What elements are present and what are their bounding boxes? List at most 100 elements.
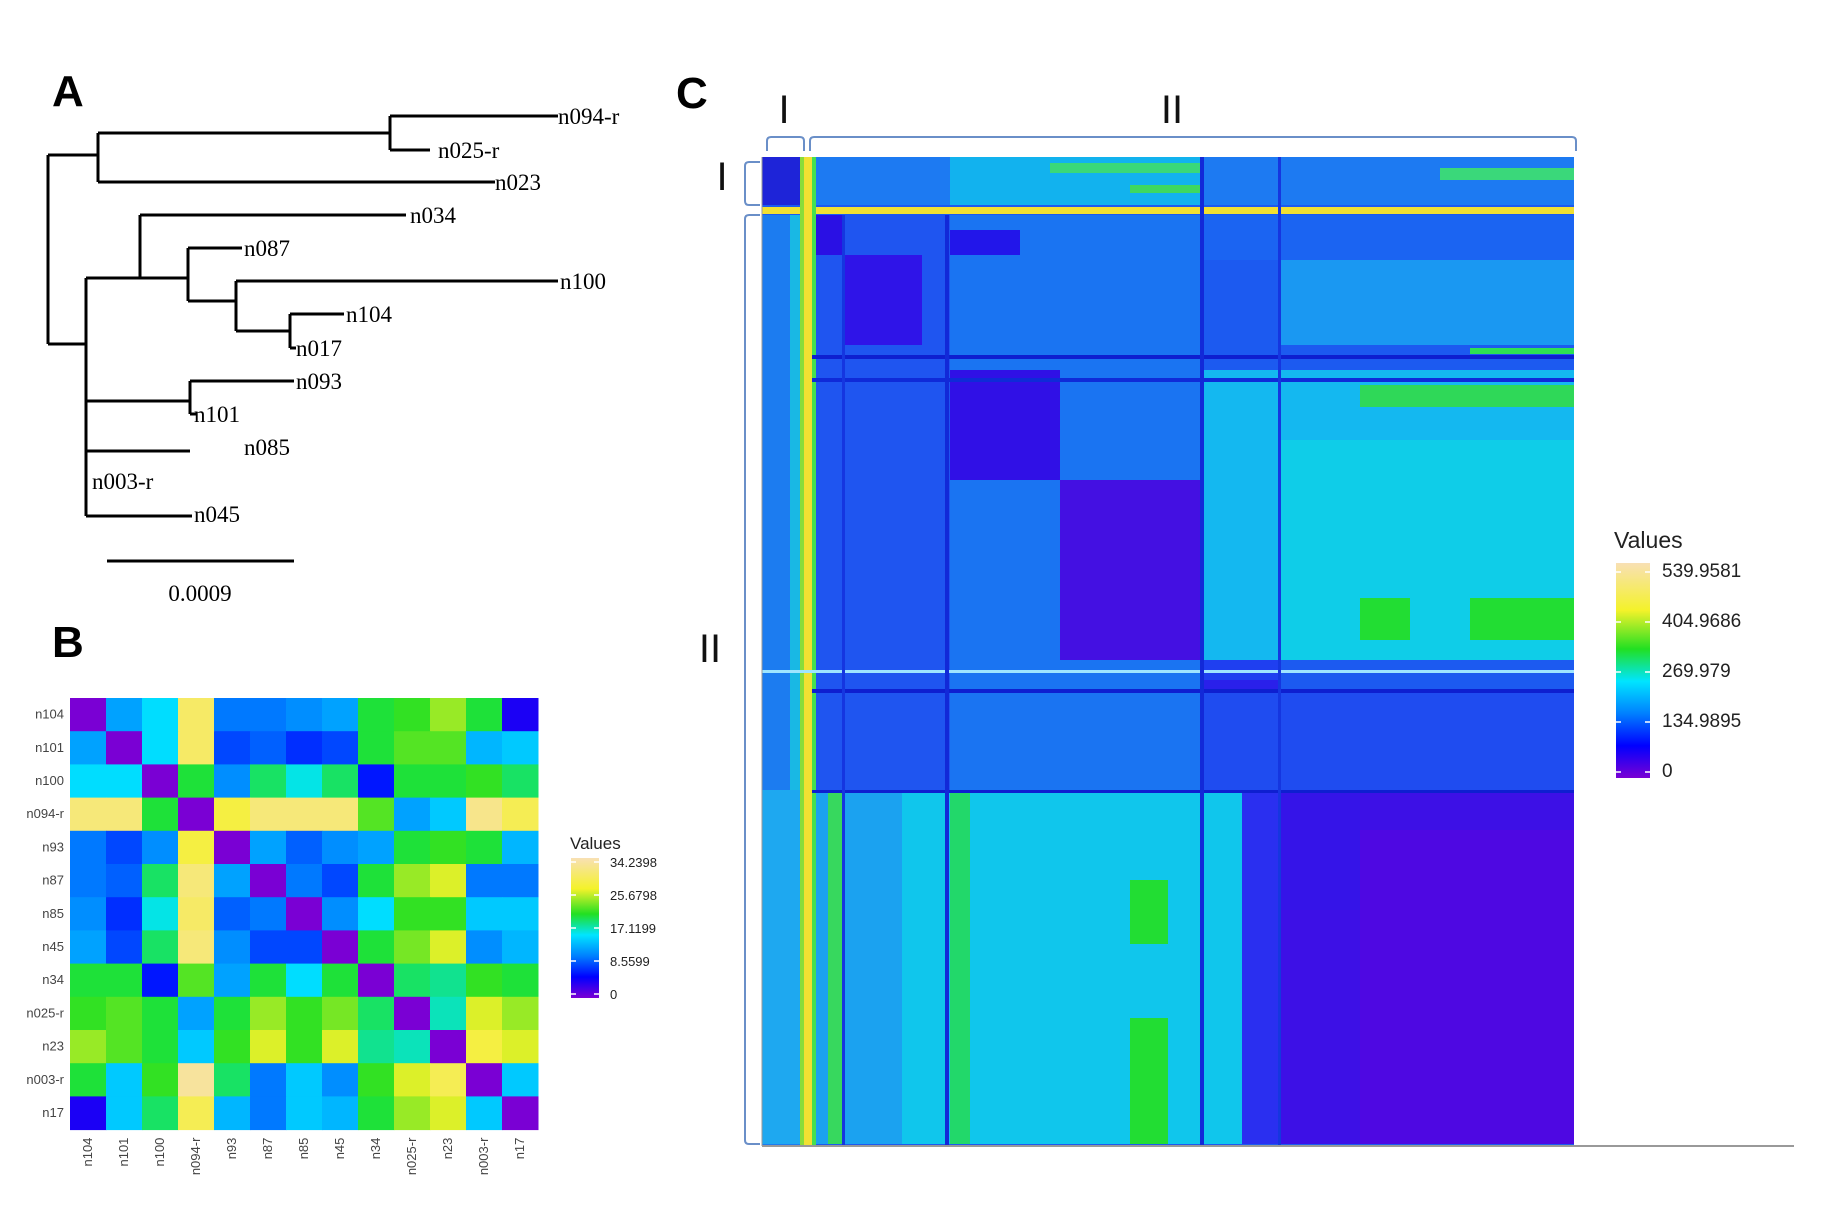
heatmap-b-cell <box>250 1063 287 1097</box>
heatmap-b-cell <box>466 764 503 799</box>
panel-a: A n094-r n025-r n023 n034 n087 n100 n104… <box>46 67 620 606</box>
heatmap-b-cell <box>358 897 395 931</box>
heatmap-b-cell <box>430 864 467 898</box>
heatmap-b-cell <box>466 963 503 998</box>
heatmap-b-cell <box>70 1096 107 1131</box>
heatmap-b-cell <box>394 764 431 799</box>
legend-c-ticks: 539.9581 404.9686 269.979 134.9895 0 <box>1616 561 1741 782</box>
heatmap-c-block <box>945 215 949 1145</box>
heatmap-b-cell <box>142 830 179 865</box>
heatmap-b-cell <box>394 963 431 998</box>
heatmap-b-cell <box>142 1030 179 1064</box>
heatmap-b-col-label: n23 <box>440 1138 455 1160</box>
legend-c-title: Values <box>1614 527 1683 553</box>
heatmap-b-cell <box>178 830 215 865</box>
heatmap-b-cell <box>466 1030 503 1064</box>
heatmap-b-cell <box>250 797 287 832</box>
heatmap-c-block <box>1360 385 1574 407</box>
col-bracket-ii <box>809 136 1577 151</box>
legend-b-ticks: 34.2398 25.6798 17.1199 8.5599 0 <box>571 855 657 1002</box>
legend-b: Values 34.2398 25.6798 17.1199 8.5599 0 <box>570 834 657 1002</box>
heatmap-b-cell <box>322 797 359 832</box>
heatmap-b-cell <box>322 1063 359 1097</box>
heatmap-b-cell <box>466 897 503 931</box>
heatmap-b-cell <box>358 731 395 765</box>
heatmap-c-block <box>800 157 804 1145</box>
heatmap-b-cell <box>142 1096 179 1131</box>
heatmap-c-block <box>1200 215 1574 260</box>
heatmap-b-cell <box>430 698 467 732</box>
heatmap-b-cell <box>322 864 359 898</box>
panel-label-a: A <box>52 67 84 116</box>
heatmap-b-cell <box>394 731 431 765</box>
heatmap-b-cell <box>106 731 143 765</box>
heatmap-b-cell <box>394 897 431 931</box>
heatmap-b-cell <box>358 1096 395 1131</box>
tree-branch <box>188 379 294 416</box>
heatmap-b-cell <box>322 963 359 998</box>
heatmap-b-cell <box>286 897 323 931</box>
legend-c-tick-label: 539.9581 <box>1662 561 1741 582</box>
heatmap-b-cell <box>70 963 107 998</box>
heatmap-b-cell <box>394 698 431 732</box>
heatmap-b-cell <box>466 930 503 965</box>
heatmap-b-cell <box>70 731 107 765</box>
heatmap-b-cell <box>178 930 215 965</box>
heatmap-b-cell <box>430 830 467 865</box>
heatmap-b-cell <box>358 1030 395 1064</box>
legend-c-tick-label: 134.9895 <box>1662 711 1741 732</box>
cluster-brackets <box>744 136 1577 1145</box>
heatmap-b-cell <box>142 996 179 1031</box>
heatmap-c-block <box>1360 830 1574 1144</box>
heatmap-b-row-label: n104 <box>35 707 64 722</box>
heatmap-c-block <box>950 370 1060 480</box>
heatmap-b-col-label: n85 <box>296 1138 311 1160</box>
tree-tip-label: n003-r <box>92 469 154 494</box>
heatmap-b-cell <box>214 963 251 998</box>
heatmap-c-block <box>842 215 845 1145</box>
heatmap-b-cell <box>358 698 395 732</box>
heatmap-b-cell <box>106 764 143 799</box>
heatmap-c-block <box>1280 790 1360 910</box>
heatmap-b-cell <box>142 930 179 965</box>
heatmap-b-cell <box>502 864 539 898</box>
legend-c-tick-label: 0 <box>1662 761 1673 782</box>
heatmap-b-cell <box>70 1063 107 1097</box>
tree-branch <box>96 131 495 184</box>
heatmap-b-cell <box>322 930 359 965</box>
heatmap-c-block <box>1470 348 1574 354</box>
heatmap-b-cell <box>430 764 467 799</box>
tree-tip-label: n045 <box>194 502 240 527</box>
heatmap-c-block <box>950 790 970 1144</box>
heatmap-c-block <box>1360 598 1410 640</box>
heatmap-b-cell <box>106 698 143 732</box>
panel-b: B n104 n101 n100 n094-r n93 n87 n85 n45 n34 n025-… <box>26 618 657 1175</box>
heatmap-b-cell <box>430 1030 467 1064</box>
heatmap-c-block <box>812 790 902 1144</box>
heatmap-b-cell <box>466 731 503 765</box>
col-cluster-label: II <box>1161 88 1183 132</box>
heatmap-b-cell <box>502 830 539 865</box>
col-cluster-label: I <box>778 88 789 132</box>
heatmap-b-cell <box>394 996 431 1031</box>
heatmap-b-row-label: n87 <box>42 873 64 888</box>
heatmap-c-block <box>1050 163 1200 173</box>
heatmap-b-cell <box>250 864 287 898</box>
heatmap-b-cell <box>322 1030 359 1064</box>
heatmap-c-block <box>762 207 1574 214</box>
heatmap-b-col-label: n93 <box>224 1138 239 1160</box>
panel-label-c: C <box>676 69 708 118</box>
heatmap-b-cell <box>178 1063 215 1097</box>
heatmap-c-block <box>1200 690 1574 790</box>
heatmap-c-block <box>1278 157 1281 1145</box>
tree-branch <box>388 114 558 152</box>
heatmap-c-block <box>812 215 842 255</box>
heatmap-b-cell <box>250 764 287 799</box>
heatmap-c-block <box>762 670 1574 673</box>
heatmap-b-cell <box>430 963 467 998</box>
tree-branch <box>186 246 242 303</box>
heatmap-b-cell <box>142 764 179 799</box>
heatmap-b-cell <box>142 897 179 931</box>
heatmap-b-cell <box>358 963 395 998</box>
